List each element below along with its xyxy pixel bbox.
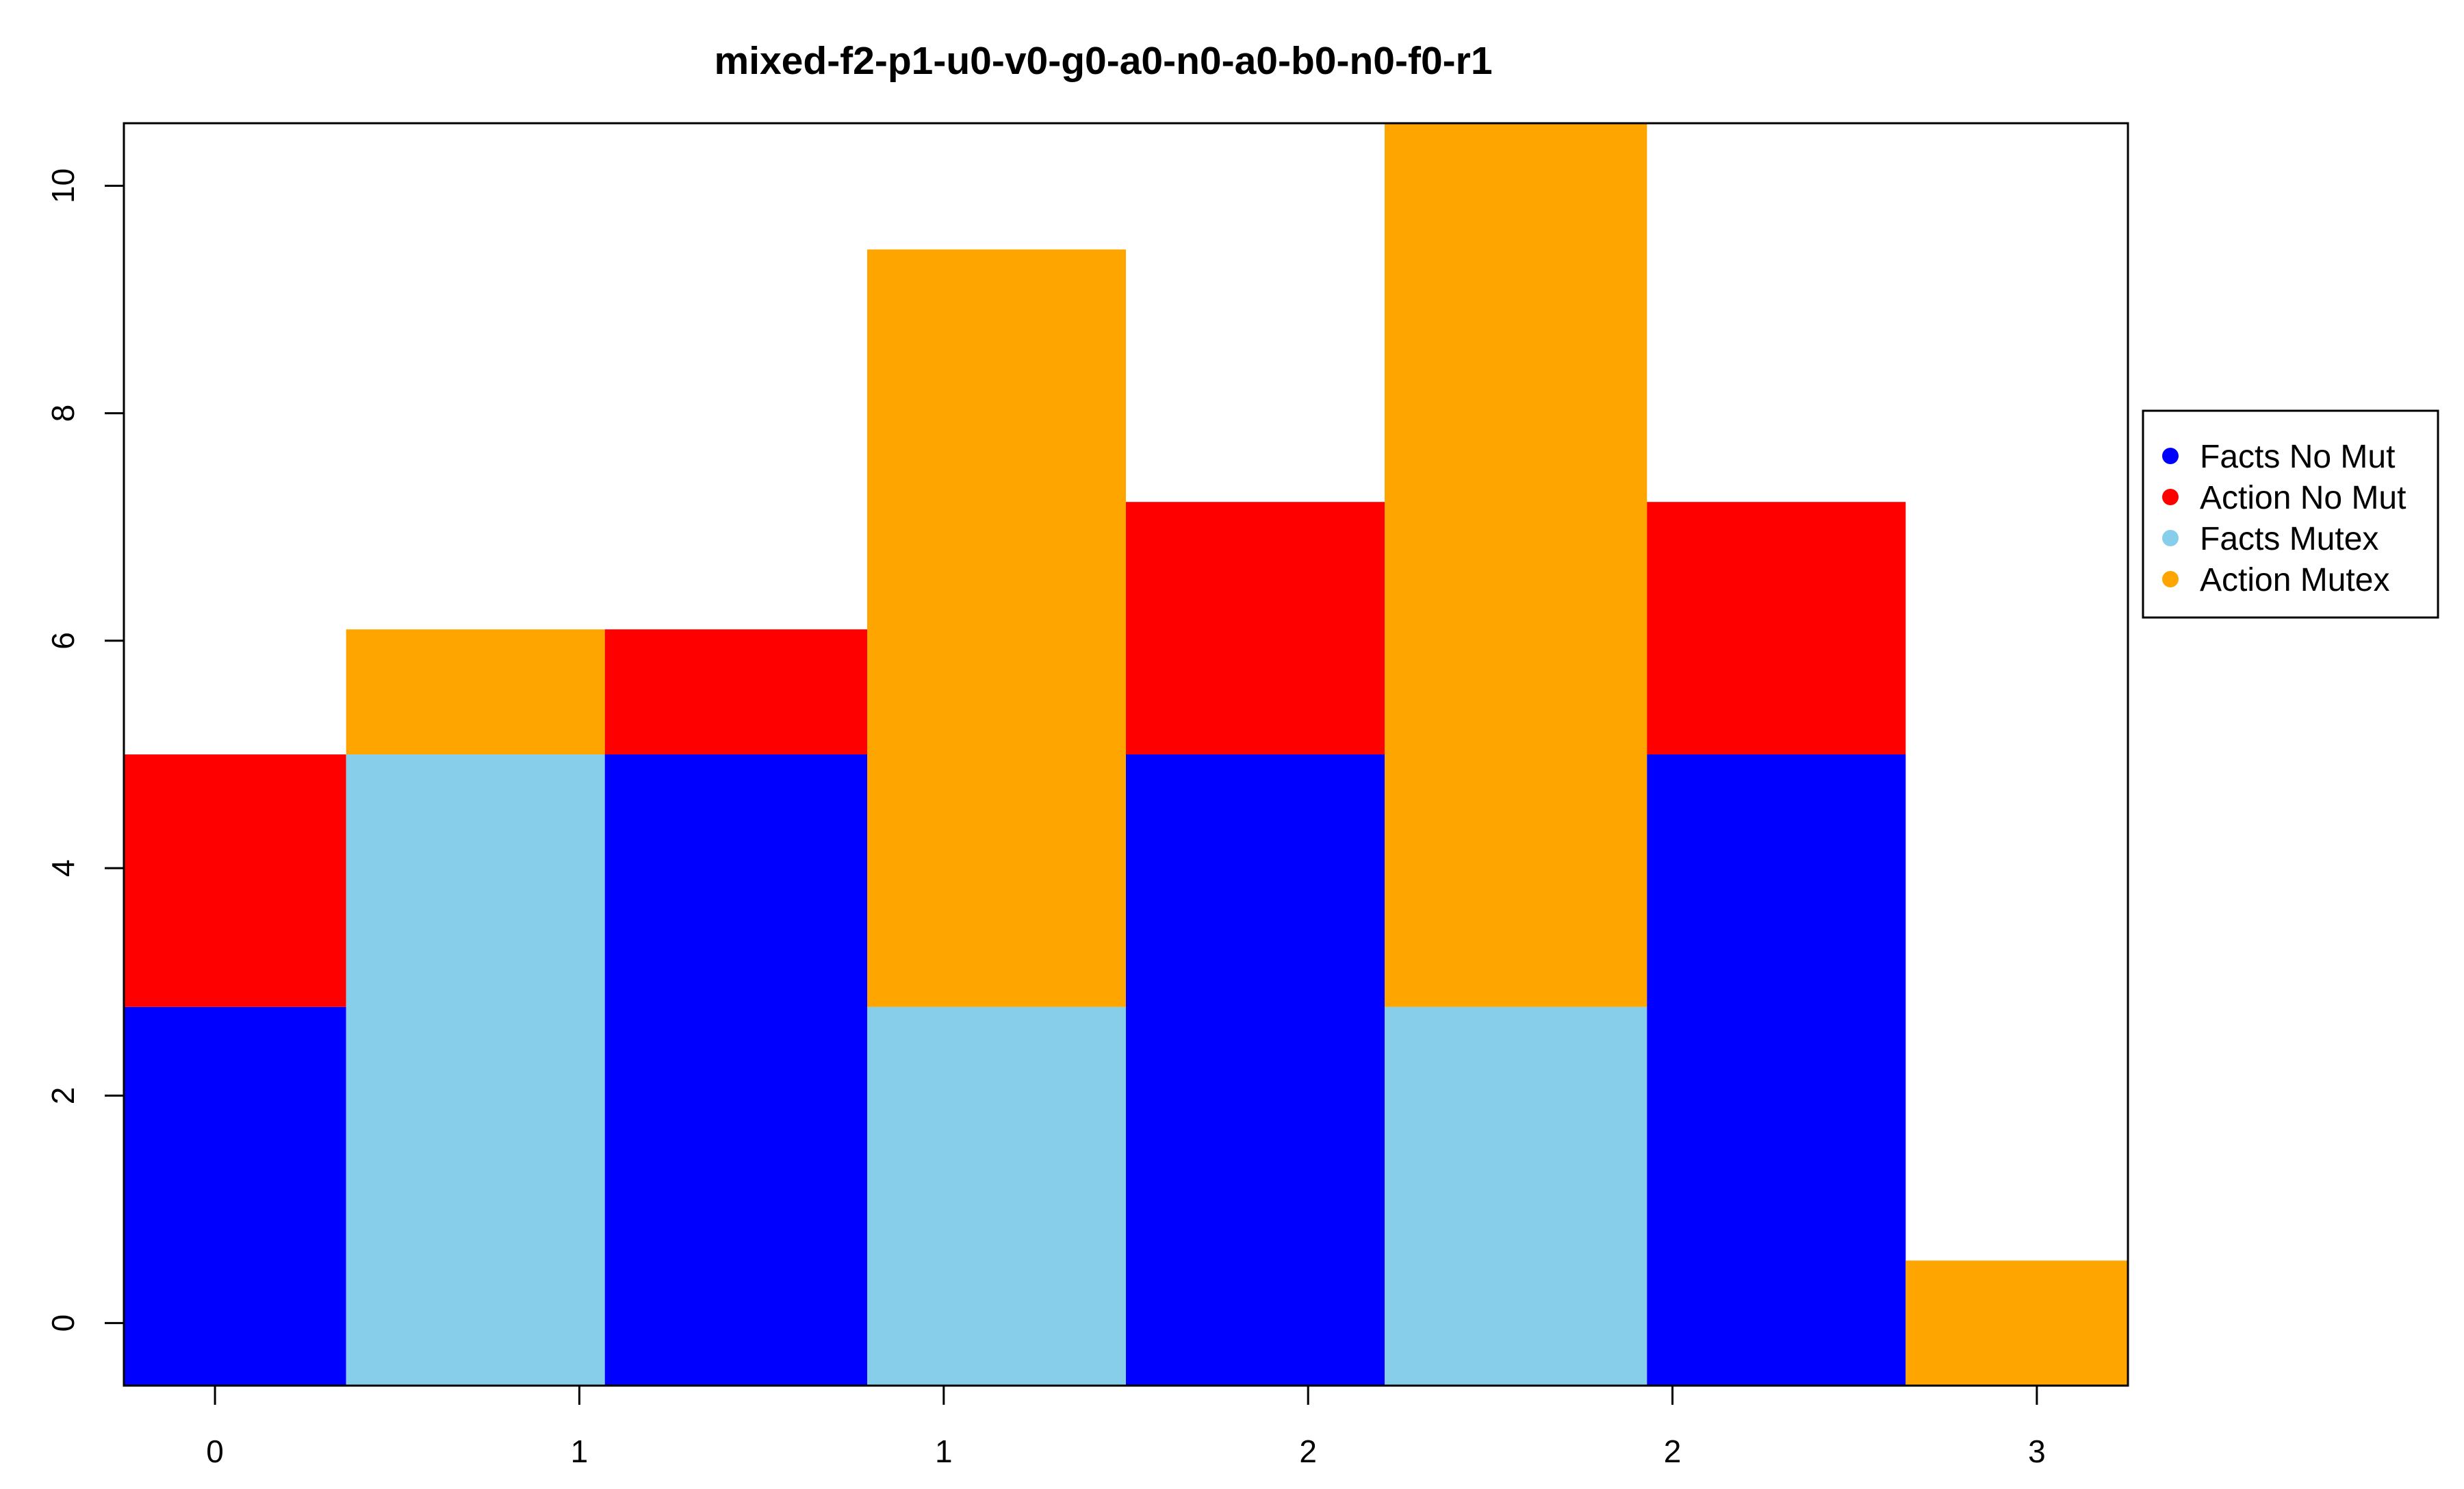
- plot-area: [123, 122, 2129, 1387]
- bar-segment-0: [124, 1006, 346, 1386]
- x-tick-label: 2: [1664, 1434, 1682, 1469]
- x-tick-label: 2: [1299, 1434, 1317, 1469]
- legend-marker: [2162, 448, 2179, 464]
- chart-title: mixed-f2-p1-u0-v0-g0-a0-n0-a0-b0-n0-f0-r…: [714, 39, 1492, 83]
- bar-segment-1: [124, 754, 346, 1007]
- y-tick-label: 10: [45, 168, 81, 203]
- x-tick-label: 0: [206, 1434, 224, 1469]
- bar-segment-13: [1647, 502, 1906, 754]
- bar-segment-2: [346, 754, 605, 1386]
- bar-segment-10: [1385, 1006, 1647, 1386]
- legend-marker: [2162, 530, 2179, 546]
- legend-label: Action No Mut: [2200, 480, 2406, 516]
- legend-marker: [2162, 489, 2179, 505]
- y-tick-label: 2: [45, 1087, 81, 1105]
- bar-segment-12: [1647, 754, 1906, 1386]
- x-tick-label: 3: [2028, 1434, 2046, 1469]
- x-tick-label: 1: [571, 1434, 589, 1469]
- legend-box: [2142, 409, 2439, 619]
- y-tick-label: 0: [45, 1314, 81, 1332]
- bar-segment-4: [604, 754, 867, 1386]
- y-tick-label: 6: [45, 632, 81, 650]
- legend-label: Action Mutex: [2200, 562, 2389, 598]
- y-tick-label: 4: [45, 859, 81, 877]
- bar-segment-3: [346, 629, 605, 754]
- legend: Facts No Mut Action No Mut Facts Mutex Acti…: [2142, 409, 2439, 619]
- legend-marker: [2162, 571, 2179, 587]
- bar-segment-14: [1905, 1260, 2128, 1386]
- legend-label: Facts Mutex: [2200, 521, 2378, 557]
- bar-segment-6: [867, 1006, 1126, 1386]
- legend-label: Facts No Mut: [2200, 439, 2395, 475]
- x-tick-label: 1: [935, 1434, 953, 1469]
- bar-segment-8: [1126, 754, 1385, 1386]
- y-axis: 0 2 4 6 8 10: [45, 168, 125, 1332]
- bar-segment-5: [604, 629, 867, 754]
- bar-segment-7: [867, 249, 1126, 1007]
- bar-segment-9: [1126, 502, 1385, 754]
- y-tick-label: 8: [45, 405, 81, 422]
- x-axis: 0 1 1 2 2 3: [206, 1384, 2046, 1469]
- bar-segment-11: [1385, 123, 1647, 1007]
